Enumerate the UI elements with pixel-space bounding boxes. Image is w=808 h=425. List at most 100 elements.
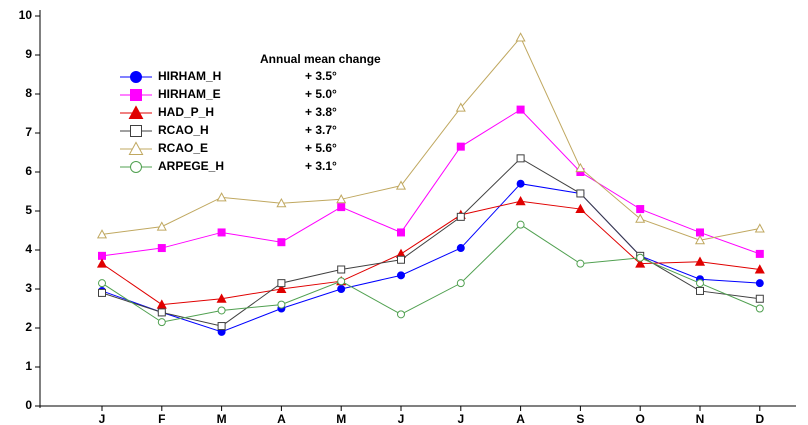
marker — [397, 271, 405, 280]
series-line — [101, 108, 760, 257]
x-tick-label: J — [398, 412, 405, 425]
marker — [754, 223, 765, 233]
marker — [217, 228, 226, 237]
marker — [98, 279, 106, 288]
legend-label: ARPEGE_H — [158, 159, 224, 173]
legend-change: + 5.0° — [305, 87, 337, 101]
legend-label: HIRHAM_E — [158, 87, 221, 101]
marker — [337, 277, 346, 286]
marker — [694, 256, 706, 266]
y-tick-label: 8 — [25, 86, 32, 100]
marker — [755, 304, 764, 313]
marker — [635, 213, 646, 223]
legend-change: + 3.7° — [305, 123, 337, 137]
marker — [277, 279, 286, 288]
legend-change: + 3.8° — [305, 105, 337, 119]
x-tick-label: A — [277, 412, 286, 425]
marker — [635, 258, 646, 268]
x-tick-label: F — [158, 412, 165, 425]
legend-change: + 3.5° — [305, 69, 337, 83]
x-tick-label: S — [576, 412, 584, 425]
marker — [516, 105, 525, 114]
marker — [216, 293, 227, 303]
marker — [576, 189, 585, 198]
legend-label: RCAO_E — [158, 141, 208, 155]
y-tick-label: 6 — [25, 164, 32, 178]
marker — [157, 318, 166, 327]
x-tick-label: A — [516, 412, 525, 425]
marker — [128, 141, 144, 155]
x-tick-label: N — [696, 412, 705, 425]
marker — [156, 221, 167, 231]
x-tick-label: O — [636, 412, 645, 425]
marker — [755, 249, 764, 258]
marker — [96, 229, 108, 239]
marker — [276, 283, 287, 293]
marker — [277, 300, 286, 309]
marker — [515, 32, 526, 42]
marker — [516, 154, 525, 163]
legend-label: HIRHAM_H — [158, 69, 221, 83]
marker — [156, 299, 167, 309]
marker — [98, 251, 106, 260]
marker — [337, 265, 346, 274]
marker — [575, 162, 586, 173]
marker — [516, 220, 525, 229]
marker — [575, 203, 586, 214]
series-line — [101, 36, 760, 241]
marker — [515, 196, 526, 206]
marker — [755, 294, 764, 303]
legend-change: + 3.1° — [305, 159, 337, 173]
x-tick-label: J — [99, 412, 106, 425]
marker — [277, 238, 286, 247]
y-tick-label: 2 — [25, 320, 32, 334]
marker — [337, 285, 346, 293]
y-tick-label: 0 — [25, 398, 32, 412]
marker — [130, 71, 142, 83]
marker — [755, 279, 764, 288]
marker — [337, 203, 346, 212]
y-tick-label: 7 — [25, 125, 32, 139]
x-tick-label: J — [457, 412, 464, 425]
marker — [217, 306, 226, 315]
marker — [456, 142, 465, 151]
x-tick-label: M — [217, 412, 227, 425]
marker — [696, 279, 704, 288]
marker — [217, 322, 226, 331]
marker — [456, 212, 465, 221]
marker — [456, 244, 465, 253]
marker — [456, 279, 465, 288]
marker — [130, 89, 142, 101]
marker — [636, 253, 645, 262]
marker — [157, 308, 166, 317]
marker — [157, 244, 166, 253]
y-tick-label: 5 — [25, 203, 32, 217]
y-tick-label: 3 — [25, 281, 32, 295]
marker — [336, 194, 347, 204]
marker — [397, 310, 405, 319]
marker — [130, 161, 142, 173]
marker — [216, 192, 227, 202]
legend-label: HAD_P_H — [158, 105, 214, 119]
legend-label: RCAO_H — [158, 123, 209, 137]
series-line — [101, 224, 760, 323]
y-tick-label: 4 — [25, 242, 32, 256]
legend-title: Annual mean change — [260, 52, 381, 66]
marker — [696, 286, 704, 295]
marker — [576, 259, 585, 268]
marker — [694, 235, 706, 245]
marker — [276, 197, 287, 208]
marker — [455, 102, 466, 112]
marker — [397, 255, 405, 264]
y-tick-label: 9 — [25, 47, 32, 61]
marker — [98, 288, 106, 297]
legend-change: + 5.6° — [305, 141, 337, 155]
marker — [130, 125, 142, 137]
marker — [128, 105, 144, 119]
marker — [516, 179, 525, 188]
x-tick-label: M — [336, 412, 346, 425]
series-line — [101, 183, 760, 333]
marker — [636, 205, 645, 214]
marker — [395, 180, 407, 190]
x-tick-label: D — [755, 412, 764, 425]
